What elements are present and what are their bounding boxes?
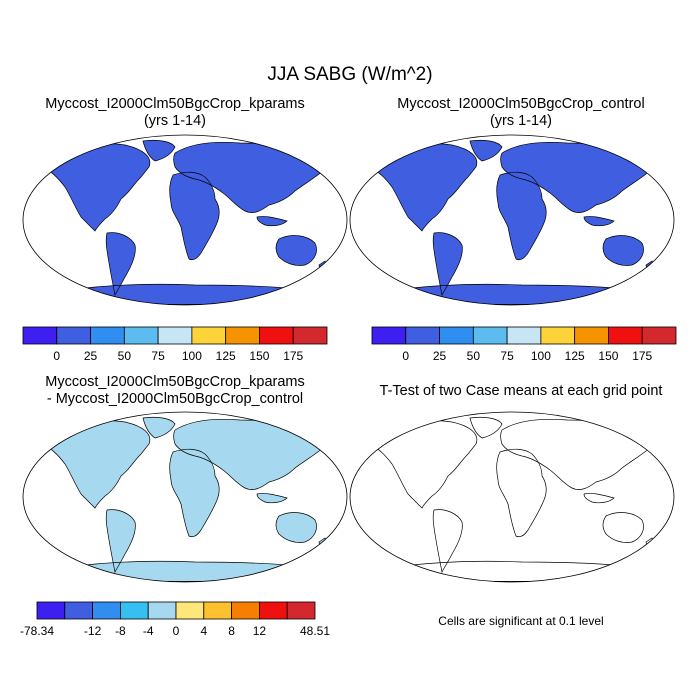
colorbar-swatch-2: [92, 601, 121, 620]
map-panel-control: [349, 134, 675, 306]
panel-difference-title-line1: Myccost_I2000Clm50BgcCrop_kparams: [45, 374, 305, 390]
colorbar-label: 75: [500, 349, 514, 363]
grid-cell: [302, 155, 306, 159]
colorbar-label: 0: [402, 349, 409, 363]
colorbar-swatch-8: [641, 326, 677, 345]
colorbar-label: 8: [228, 624, 235, 638]
panel-kparams-title-line2: (yrs 1-14): [143, 113, 207, 129]
colorbar-label: 0: [173, 624, 180, 638]
colorbar-swatch-7: [231, 601, 260, 620]
panel-control-title-line2: (yrs 1-14): [489, 113, 553, 129]
significance-note: Cells are significant at 0.1 level: [438, 614, 604, 628]
colorbar-label: 0: [53, 349, 60, 363]
figure-title: JJA SABG (W/m^2): [267, 64, 433, 85]
colorbar-label: -4: [143, 624, 154, 638]
colorbar-swatch-4: [157, 326, 193, 345]
colorbar-label: 175: [283, 349, 303, 363]
map-boundary: [349, 411, 675, 583]
colorbar-label: -78.34: [20, 624, 54, 638]
map-panel-kparams: [22, 134, 348, 306]
grid-cell: [49, 430, 53, 435]
colorbar-kparams: 0 25 50 75 100 125 150 175: [22, 326, 328, 363]
colorbar-swatch-9: [286, 601, 316, 620]
panel-difference-title: Myccost_I2000Clm50BgcCrop_kparams - Mycc…: [10, 374, 340, 408]
colorbar-swatch-1: [64, 601, 94, 620]
grid-cell: [46, 155, 50, 158]
colorbar-label: 48.51: [300, 624, 330, 638]
map-panel-difference: [22, 411, 348, 583]
colorbar-label: 150: [249, 349, 269, 363]
colorbar-label: 150: [598, 349, 618, 363]
colorbar-swatch-7: [608, 326, 643, 345]
colorbar-swatch-5: [540, 326, 576, 345]
map-boundary: [22, 411, 348, 583]
colorbar-label: 100: [531, 349, 551, 363]
grid-cell: [303, 425, 310, 429]
colorbar-swatch-5: [191, 326, 227, 345]
panel-control-title: Myccost_I2000Clm50BgcCrop_control (yrs 1…: [356, 96, 686, 130]
panel-control-title-line1: Myccost_I2000Clm50BgcCrop_control: [397, 96, 645, 112]
colorbar-label: 75: [151, 349, 165, 363]
colorbar-swatch-0: [22, 326, 58, 345]
panel-difference-title-line2: - Myccost_I2000Clm50BgcCrop_control: [46, 391, 304, 407]
colorbar-swatch-6: [574, 326, 609, 345]
colorbar-swatch-2: [90, 326, 125, 345]
colorbar-control: 0 25 50 75 100 125 150 175: [371, 326, 677, 363]
colorbar-label: -12: [84, 624, 102, 638]
colorbar-swatch-5: [175, 601, 205, 620]
colorbar-swatch-4: [506, 326, 542, 345]
colorbar-label: 12: [253, 624, 267, 638]
colorbar-swatch-6: [225, 326, 260, 345]
grid-cell: [635, 161, 639, 164]
colorbar-swatch-3: [120, 601, 149, 620]
colorbar-swatch-0: [371, 326, 407, 345]
colorbar-label: 175: [632, 349, 652, 363]
colorbar-swatch-1: [56, 326, 91, 345]
colorbar-swatch-2: [439, 326, 474, 345]
map-boundary: [22, 134, 348, 306]
colorbar-label: 25: [433, 349, 447, 363]
colorbar-swatch-3: [123, 326, 159, 345]
map-boundary: [349, 134, 675, 306]
colorbar-swatch-3: [472, 326, 508, 345]
panel-ttest-title-line1: T-Test of two Case means at each grid po…: [379, 383, 663, 399]
colorbar-swatch-0: [36, 601, 66, 620]
grid-cell: [315, 549, 319, 554]
grid-cell: [46, 547, 52, 552]
colorbar-swatch-8: [292, 326, 328, 345]
colorbar-label: 125: [565, 349, 585, 363]
grid-cell: [59, 155, 65, 160]
grid-cell: [314, 435, 321, 439]
panel-ttest-title: T-Test of two Case means at each grid po…: [356, 383, 686, 400]
colorbar-label: -8: [115, 624, 126, 638]
map-panel-ttest: [349, 411, 675, 583]
grid-cell: [271, 422, 277, 426]
colorbar-swatch-1: [405, 326, 440, 345]
grid-cell: [380, 164, 383, 167]
grid-cell: [324, 551, 328, 555]
panel-kparams-title-line1: Myccost_I2000Clm50BgcCrop_kparams: [45, 96, 305, 112]
panel-kparams-title: Myccost_I2000Clm50BgcCrop_kparams (yrs 1…: [10, 96, 340, 130]
colorbar-swatch-4: [147, 601, 177, 620]
colorbar-swatch-7: [259, 326, 294, 345]
colorbar-label: 100: [182, 349, 202, 363]
colorbar-label: 25: [84, 349, 98, 363]
colorbar-swatch-8: [258, 601, 288, 620]
colorbar-label: 50: [467, 349, 481, 363]
colorbar-difference: -78.34 -12 -8 -4 0 4 8 12 48.51: [20, 601, 330, 638]
colorbar-label: 125: [216, 349, 236, 363]
colorbar-swatch-6: [203, 601, 233, 620]
colorbar-label: 4: [200, 624, 207, 638]
colorbar-label: 50: [118, 349, 132, 363]
significant-cell: [643, 442, 646, 446]
